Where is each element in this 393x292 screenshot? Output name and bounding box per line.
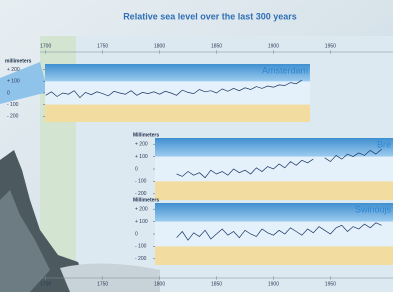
x-tick-label: 1700 [40,281,51,287]
x-tick-label: 1800 [154,43,165,49]
band-low [155,246,393,265]
y-tick-label: + 100 [7,79,20,85]
x-tick-label: 1900 [268,43,279,49]
figure: Relative sea level over the last 300 yea… [0,0,393,292]
x-tick-label: 1800 [154,281,165,287]
y-tick-label: + 200 [135,207,148,213]
y-tick-label: 0 [135,166,138,172]
y-axis-label: Millimeters [133,197,159,203]
x-tick-label: 1750 [97,43,108,49]
y-tick-label: - 100 [135,244,147,250]
y-tick-label: + 100 [135,154,148,160]
chart-title: Relative sea level over the last 300 yea… [123,11,297,21]
y-axis-label: millimeters [5,58,32,64]
y-tick-label: - 100 [135,179,147,185]
y-tick-label: - 100 [7,102,19,108]
y-tick-label: + 200 [135,142,148,148]
band-low [155,181,393,200]
panel-label: Swinoujs [355,204,392,214]
x-tick-label: 1700 [40,43,51,49]
band-low [45,105,310,122]
y-tick-label: + 100 [135,219,148,225]
x-tick-label: 1950 [325,281,336,287]
y-tick-label: - 200 [135,256,147,262]
panel-label: Bre [377,139,391,149]
x-tick-label: 1900 [268,281,279,287]
x-tick-label: 1950 [325,43,336,49]
y-axis-label: Millimeters [133,132,159,138]
band-mid [155,222,393,247]
panel-label: Amsterdam [262,65,308,75]
x-tick-label: 1850 [211,281,222,287]
y-tick-label: - 200 [7,114,19,120]
y-tick-label: 0 [135,231,138,237]
band-mid [155,157,393,182]
shore [60,263,160,292]
x-tick-label: 1850 [211,43,222,49]
x-tick-label: 1750 [97,281,108,287]
y-tick-label: + 200 [7,67,20,73]
y-tick-label: - 200 [135,191,147,197]
y-tick-label: 0 [7,90,10,96]
